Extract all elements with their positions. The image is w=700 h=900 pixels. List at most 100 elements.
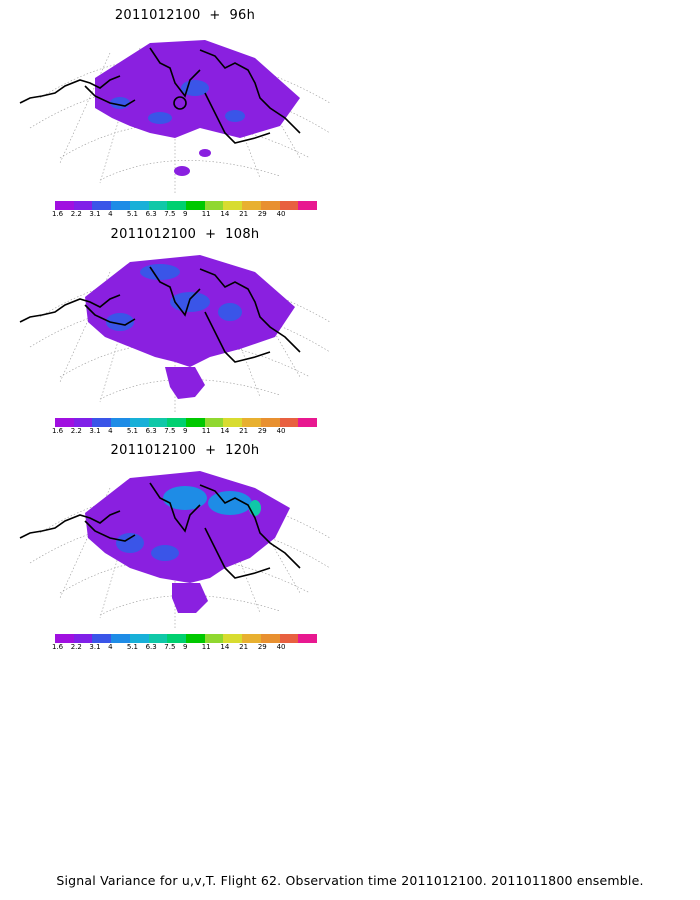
colorbar-tick-label: 11 xyxy=(201,427,211,435)
colorbar xyxy=(55,201,318,210)
colorbar-tick-label: 6.3 xyxy=(145,427,157,435)
colorbar-swatch xyxy=(186,634,205,643)
colorbar-swatch xyxy=(111,201,130,210)
colorbar-tick-label: 5.1 xyxy=(126,427,138,435)
panel-title: 2011012100 + 120h xyxy=(110,443,260,458)
colorbar-tick-label: 40 xyxy=(276,427,286,435)
colorbar-swatch xyxy=(242,634,261,643)
colorbar-swatch xyxy=(260,418,280,427)
colorbar-swatch xyxy=(204,634,224,643)
colorbar-tick-label: 29 xyxy=(257,427,267,435)
colorbar-swatch xyxy=(73,418,93,427)
coastlines xyxy=(19,47,301,144)
colorbar-tick-label: 14 xyxy=(220,210,230,218)
forecast-panel-120h: 2011012100 + 120h 1.6 2.2 3.1 4 5.1 6.3 xyxy=(0,443,340,663)
colorbar-tick-label: 6.3 xyxy=(145,210,157,218)
colorbar-swatch xyxy=(111,634,130,643)
forecast-panel-108h: 2011012100 + 108h 1.6 2.2 3.1 4 5.1 6.3 7.5 9 1 xyxy=(0,227,340,447)
variance-map xyxy=(19,471,331,628)
colorbar-tick-label: 40 xyxy=(276,210,286,218)
figure-caption: Signal Variance for u,v,T. Flight 62. Ob… xyxy=(56,873,644,888)
colorbar-tick-label: 21 xyxy=(239,427,249,435)
colorbar-tick-label: 14 xyxy=(220,643,230,651)
colorbar-tick-label: 5.1 xyxy=(126,643,138,651)
colorbar-swatch xyxy=(186,418,205,427)
colorbar-swatch xyxy=(242,201,261,210)
colorbar-swatch xyxy=(92,418,112,427)
colorbar-tick-label: 3.1 xyxy=(89,643,101,651)
colorbar-tick-label: 29 xyxy=(257,210,267,218)
variance-map xyxy=(19,255,331,412)
colorbar-swatch xyxy=(279,418,299,427)
colorbar-tick-label: 2.2 xyxy=(70,427,82,435)
colorbar-tick-label: 11 xyxy=(201,643,211,651)
coastlines xyxy=(19,482,301,579)
colorbar-tick-label: 7.5 xyxy=(164,210,176,218)
colorbar-tick-label: 6.3 xyxy=(145,643,157,651)
panel-title: 2011012100 + 96h xyxy=(114,8,256,23)
colorbar-ticks: 1.6 2.2 3.1 4 5.1 6.3 7.5 9 11 14 21 29 40 xyxy=(46,643,326,653)
variance-map xyxy=(19,40,331,193)
colorbar-ticks: 1.6 2.2 3.1 4 5.1 6.3 7.5 9 11 14 21 29 40 xyxy=(46,427,326,437)
forecast-panel-96h: 2011012100 + 96h 1.6 2.2 3.1 4 xyxy=(0,8,340,228)
colorbar-swatch xyxy=(298,201,318,210)
colorbar-swatch xyxy=(204,418,224,427)
colorbar-swatch xyxy=(129,201,149,210)
colorbar-tick-label: 3.1 xyxy=(89,210,101,218)
colorbar-tick-label: 40 xyxy=(276,643,286,651)
colorbar-swatch xyxy=(260,634,280,643)
colorbar-swatch xyxy=(55,634,74,643)
colorbar-tick-label: 1.6 xyxy=(52,427,64,435)
colorbar-swatch xyxy=(279,634,299,643)
colorbar-swatch xyxy=(223,201,243,210)
colorbar-swatch xyxy=(129,634,149,643)
colorbar xyxy=(55,418,318,427)
colorbar-tick-label: 7.5 xyxy=(164,643,176,651)
colorbar-tick-label: 2.2 xyxy=(70,643,82,651)
colorbar-swatch xyxy=(298,634,318,643)
colorbar-swatch xyxy=(167,418,187,427)
colorbar-tick-label: 5.1 xyxy=(126,210,138,218)
colorbar-tick-label: 7.5 xyxy=(164,427,176,435)
colorbar-swatch xyxy=(279,201,299,210)
colorbar xyxy=(55,634,318,643)
colorbar-tick-label: 3.1 xyxy=(89,427,101,435)
panel-title: 2011012100 + 108h xyxy=(110,227,260,242)
colorbar-tick-label: 29 xyxy=(257,643,267,651)
colorbar-swatch xyxy=(167,201,187,210)
colorbar-swatch xyxy=(73,201,93,210)
colorbar-swatch xyxy=(148,634,168,643)
colorbar-tick-label: 9 xyxy=(183,210,188,218)
colorbar-ticks: 1.6 2.2 3.1 4 5.1 6.3 7.5 9 11 14 21 29 40 xyxy=(46,210,326,220)
colorbar-tick-label: 4 xyxy=(108,427,113,435)
colorbar-tick-label: 14 xyxy=(220,427,230,435)
colorbar-swatch xyxy=(92,634,112,643)
colorbar-tick-label: 9 xyxy=(183,427,188,435)
colorbar-swatch xyxy=(223,418,243,427)
colorbar-swatch xyxy=(167,634,187,643)
colorbar-swatch xyxy=(92,201,112,210)
colorbar-tick-label: 9 xyxy=(183,643,188,651)
coastlines xyxy=(19,266,301,363)
colorbar-swatch xyxy=(111,418,130,427)
colorbar-swatch xyxy=(186,201,205,210)
colorbar-tick-label: 21 xyxy=(239,210,249,218)
colorbar-swatch xyxy=(148,418,168,427)
colorbar-swatch xyxy=(55,418,74,427)
colorbar-swatch xyxy=(260,201,280,210)
colorbar-swatch xyxy=(73,634,93,643)
colorbar-swatch xyxy=(223,634,243,643)
colorbar-swatch xyxy=(148,201,168,210)
colorbar-tick-label: 2.2 xyxy=(70,210,82,218)
colorbar-swatch xyxy=(129,418,149,427)
colorbar-tick-label: 4 xyxy=(108,643,113,651)
colorbar-tick-label: 21 xyxy=(239,643,249,651)
colorbar-swatch xyxy=(298,418,318,427)
colorbar-swatch xyxy=(55,201,74,210)
colorbar-swatch xyxy=(242,418,261,427)
colorbar-tick-label: 11 xyxy=(201,210,211,218)
colorbar-tick-label: 1.6 xyxy=(52,210,64,218)
colorbar-tick-label: 4 xyxy=(108,210,113,218)
colorbar-swatch xyxy=(204,201,224,210)
colorbar-tick-label: 1.6 xyxy=(52,643,64,651)
